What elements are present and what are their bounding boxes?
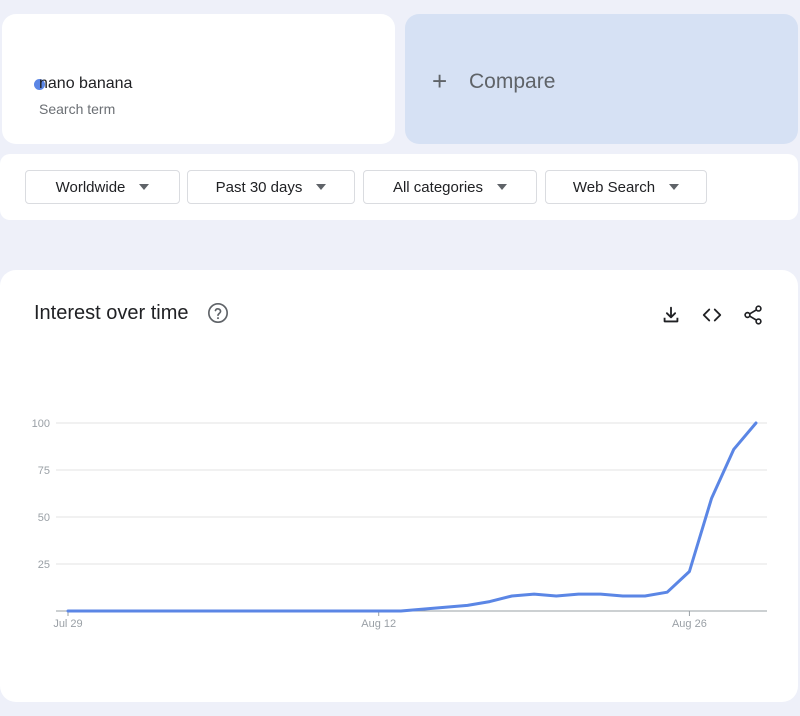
y-tick-label-50: 50 — [38, 512, 50, 524]
embed-icon[interactable] — [701, 304, 723, 326]
filters-bar: Worldwide Past 30 days All categories We… — [0, 154, 798, 220]
interest-over-time-card: Interest over time 25 50 75 100 Jul 29 Aug 12… — [0, 270, 798, 702]
y-tick-label-100: 100 — [32, 418, 50, 430]
search-term-subtitle: Search term — [39, 101, 116, 117]
x-tick-label-aug-26: Aug 26 — [672, 618, 707, 630]
interest-line-chart: 25 50 75 100 Jul 29 Aug 12 Aug 26 — [32, 418, 767, 630]
y-tick-label-25: 25 — [38, 559, 50, 571]
search-term-card[interactable]: nano banana Search term — [2, 14, 395, 144]
plus-icon: + — [432, 66, 448, 96]
compare-button[interactable]: + Compare — [405, 14, 798, 144]
filter-category-dropdown[interactable]: All categories — [363, 170, 537, 204]
filter-category-label: All categories — [392, 178, 484, 196]
compare-label: Compare — [469, 70, 556, 93]
caret-down-icon — [139, 184, 150, 190]
x-tick-label-jul-29: Jul 29 — [53, 618, 82, 630]
help-icon[interactable] — [207, 302, 229, 324]
caret-down-icon — [497, 184, 508, 190]
share-icon[interactable] — [742, 304, 764, 326]
filter-property-label: Web Search — [572, 178, 656, 196]
y-tick-label-75: 75 — [38, 465, 50, 477]
x-tick-label-aug-12: Aug 12 — [361, 618, 396, 630]
download-icon[interactable] — [660, 304, 682, 326]
filter-region-dropdown[interactable]: Worldwide — [25, 170, 180, 204]
interest-series-line — [66, 421, 758, 613]
chart-title: Interest over time — [34, 302, 189, 324]
series-color-dot — [34, 79, 45, 90]
filter-property-dropdown[interactable]: Web Search — [545, 170, 707, 204]
filter-time-dropdown[interactable]: Past 30 days — [187, 170, 355, 204]
filter-time-label: Past 30 days — [215, 178, 303, 196]
search-term-name[interactable]: nano banana — [39, 75, 133, 92]
caret-down-icon — [669, 184, 680, 190]
filter-region-label: Worldwide — [55, 178, 126, 196]
caret-down-icon — [316, 184, 327, 190]
